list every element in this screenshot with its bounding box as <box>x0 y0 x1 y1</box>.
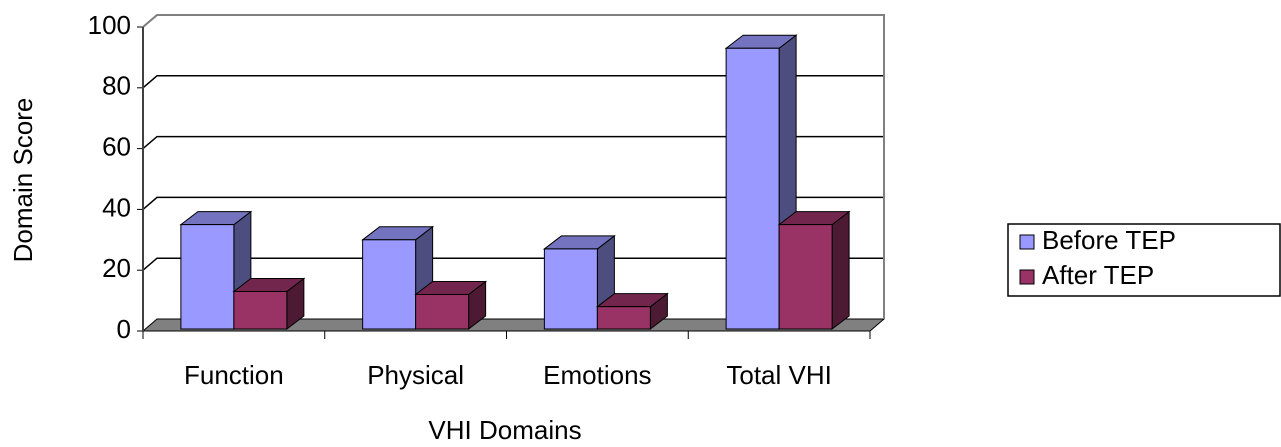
bar <box>725 47 780 330</box>
x-tick-label: Function <box>184 360 284 390</box>
bar <box>596 306 651 330</box>
y-tick-label: 0 <box>117 314 131 344</box>
y-tick-label: 80 <box>102 71 131 101</box>
bar <box>543 248 598 330</box>
grid-line <box>142 257 884 271</box>
y-tick-label: 100 <box>88 10 131 40</box>
x-axis-title: VHI Domains <box>428 415 581 445</box>
bar <box>180 224 235 330</box>
x-tick-label: Physical <box>367 360 464 390</box>
legend-box <box>1007 223 1281 297</box>
legend-swatch <box>1019 234 1035 250</box>
legend-label: Before TEP <box>1042 225 1176 255</box>
bar <box>233 290 288 330</box>
y-tick-label: 60 <box>102 131 131 161</box>
bar-side <box>831 210 850 331</box>
x-tick-label: Total VHI <box>726 360 832 390</box>
bar <box>362 239 417 330</box>
legend-swatch <box>1019 269 1035 285</box>
grid-line <box>142 135 884 150</box>
grid-line <box>142 75 884 89</box>
legend-label: After TEP <box>1042 260 1154 290</box>
y-tick-label: 40 <box>102 192 131 222</box>
x-tick-label: Emotions <box>543 360 651 390</box>
grid-line <box>142 14 884 28</box>
y-tick-label: 20 <box>102 253 131 283</box>
grid-line <box>142 196 884 210</box>
y-axis-title: Domain Score <box>8 98 38 263</box>
bar <box>778 224 833 330</box>
bar <box>415 294 470 330</box>
